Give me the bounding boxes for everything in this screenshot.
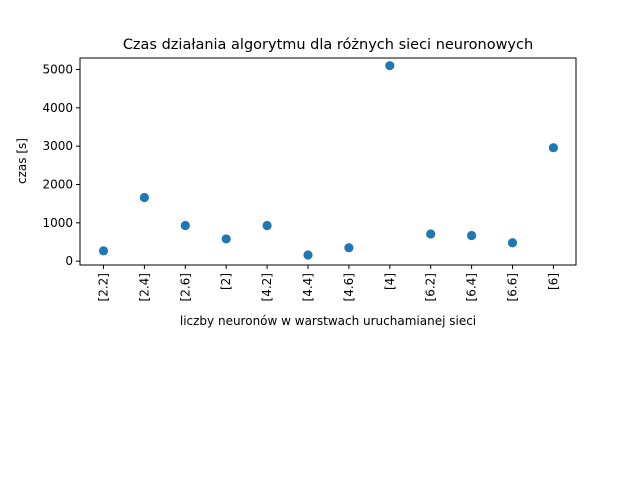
x-tick-label: [2.2] (97, 273, 111, 301)
x-tick-label: [2.4] (137, 273, 151, 301)
x-tick-label: [2.6] (178, 273, 192, 301)
data-point (507, 238, 518, 248)
data-point (139, 192, 149, 203)
x-tick-label: [4] (383, 273, 397, 290)
chart-title: Czas działania algorytmu dla różnych sie… (123, 37, 533, 53)
x-tick-label: [2] (219, 273, 233, 290)
data-point (262, 220, 272, 231)
x-axis-label: liczby neuronów w warstwach uruchamianej… (180, 314, 476, 328)
y-tick-label: 4000 (42, 101, 73, 115)
y-tick-label: 0 (65, 254, 73, 268)
data-points (98, 61, 559, 260)
x-tick-label: [4.6] (342, 273, 356, 301)
plot-frame (79, 57, 577, 266)
x-tick-label: [4.2] (260, 273, 274, 301)
y-tick-label: 5000 (42, 63, 73, 77)
data-point (221, 234, 231, 244)
y-tick-label: 2000 (42, 178, 73, 192)
x-tick-label: [6] (546, 273, 560, 290)
data-point (303, 250, 313, 260)
y-axis-label: czas [s] (15, 138, 29, 184)
data-point (180, 220, 190, 231)
data-point (98, 246, 109, 256)
x-tick-label: [6.2] (424, 273, 438, 301)
x-tick-label: [4.4] (301, 273, 315, 301)
data-point (344, 243, 354, 253)
y-axis: 0 1000 2000 3000 4000 5000 (42, 63, 80, 268)
data-point (467, 230, 477, 241)
data-point (548, 143, 559, 153)
x-axis: [2.2] [2.4] [2.6] [2] [4.2] [4.4] [4.6] [4] [6.2… (97, 265, 560, 301)
y-tick-label: 3000 (42, 139, 73, 153)
x-tick-label: [6.4] (465, 273, 479, 301)
x-tick-label: [6.6] (506, 273, 520, 301)
y-tick-label: 1000 (42, 216, 73, 230)
data-point (426, 229, 436, 239)
data-point (385, 61, 395, 71)
